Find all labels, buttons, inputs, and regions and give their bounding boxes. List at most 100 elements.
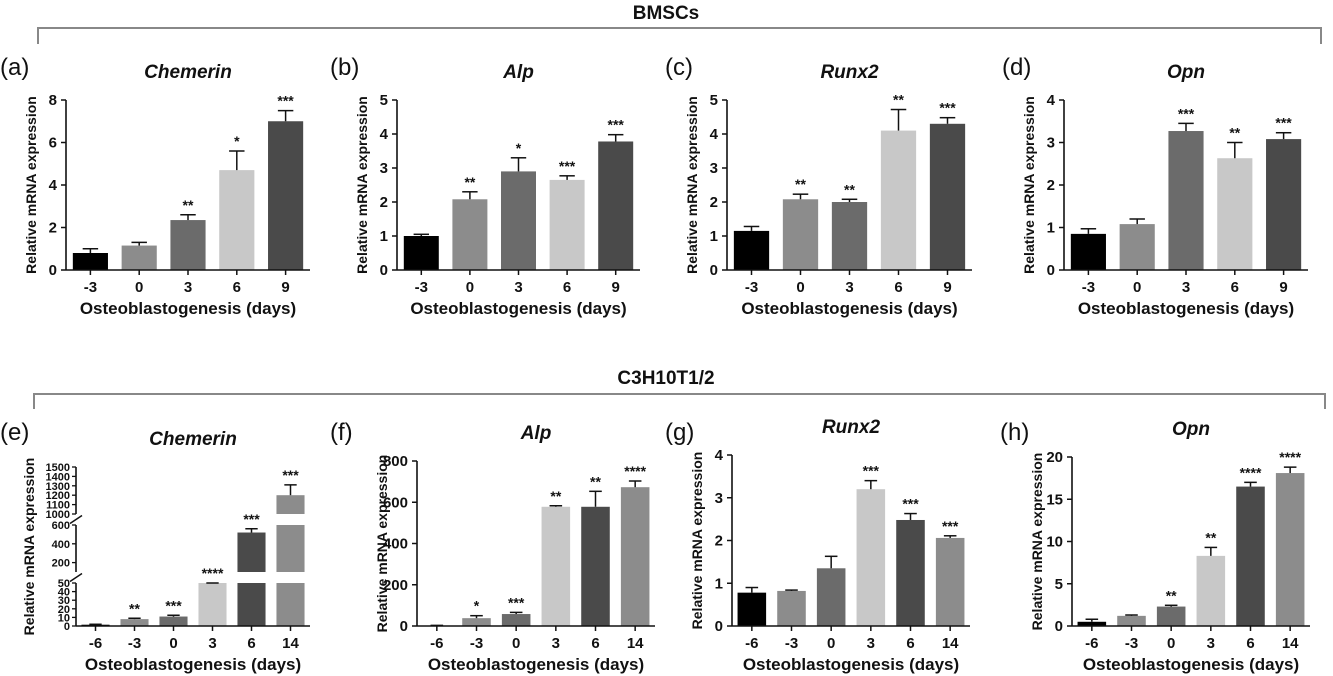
chart2-bar [782,199,819,270]
chart4-bar [198,583,227,626]
chart3-x-tick-label: 0 [1133,279,1141,296]
chart2-x-axis-label: Osteoblastogenesis (days) [741,299,957,318]
chart4-y-tick-label: 50 [58,578,70,590]
chart7-x-tick-label: -6 [1085,635,1098,652]
chart5-title: Alp [520,423,552,444]
chart1-significance-label: ** [464,174,475,190]
chart0-bar [121,245,157,270]
group-bracket-bmscs [37,27,1322,44]
chart4-y-tick-label: 200 [52,558,70,570]
chart4-y-tick-label: 1200 [46,490,70,502]
chart5-x-tick-label: 6 [591,635,599,652]
chart3-x-tick-label: 6 [1231,279,1239,296]
chart3-significance-label: ** [1229,125,1240,141]
chart5-x-tick-label: -6 [430,635,443,652]
chart1-significance-label: * [516,140,522,156]
chart1-bar [501,171,536,270]
chart3-significance-label: *** [1178,105,1195,121]
chart4-x-tick-label: 14 [282,635,299,652]
chart2-y-axis-label: Relative mRNA expression [684,96,700,274]
chart6-x-tick-label: 6 [906,635,914,652]
chart1-x-tick-label: 3 [514,279,522,296]
chart1-x-tick-label: -3 [415,279,428,296]
chart6-y-tick-label: 0 [715,618,723,635]
chart6-bar [777,590,806,626]
chart0-y-axis-label: Relative mRNA expression [23,96,39,274]
chart4-significance-label: *** [165,597,182,613]
chart0-significance-label: ** [183,197,194,213]
chart3-significance-label: *** [1275,115,1292,131]
chart5-significance-label: ** [550,488,561,504]
chart4-y-tick-label: 1300 [46,481,70,493]
chart2-bar [831,202,868,270]
chart4-bar [237,583,266,626]
chart1-x-tick-label: 0 [466,279,474,296]
chart1-x-axis-label: Osteoblastogenesis (days) [410,299,626,318]
chart4-y-tick-label: 20 [58,604,70,616]
chart4-y-tick-label: 40 [58,587,70,599]
chart2-y-tick-label: 3 [710,160,718,177]
chart0-x-tick-label: 0 [135,279,143,296]
chart5-panel-letter: (f) [330,419,353,446]
chart4-y-tick-label: 1100 [46,500,70,512]
chart0-y-tick-label: 2 [49,220,57,237]
chart5-x-tick-label: 0 [512,635,520,652]
chart5-y-tick-label: 800 [383,453,408,470]
chart3-y-tick-label: 4 [1047,92,1056,109]
chart3-x-axis-label: Osteoblastogenesis (days) [1078,299,1294,318]
chart7-bar [1275,473,1305,626]
chart6-bar [935,537,965,626]
chart2-y-tick-label: 0 [710,262,718,279]
chart6-bar [896,519,925,626]
chart5-y-tick-label: 0 [400,618,408,635]
chart6-panel-letter: (g) [665,419,694,446]
chart3-y-tick-label: 0 [1047,262,1055,279]
chart7-x-tick-label: 3 [1207,635,1215,652]
chart3-bar [1266,139,1302,270]
chart0-bar [219,170,255,270]
chart4-x-tick-label: -6 [89,635,102,652]
chart7-bar [1236,486,1265,626]
group-bracket-c3h10t1-2 [33,393,1326,409]
chart2-significance-label: ** [844,181,855,197]
chart1-x-tick-label: 9 [612,279,620,296]
chart4-y-tick-label: 1400 [46,471,70,483]
chart7-panel-letter: (h) [1000,419,1029,446]
chart5-y-axis-label: Relative mRNA expression [374,455,390,633]
chart1-bar [452,199,488,270]
chart4-axis-break-mark [69,514,83,525]
chart4-bar [276,583,305,626]
chart7-x-tick-label: -3 [1125,635,1138,652]
chart0-y-tick-label: 4 [49,177,58,194]
chart4-significance-label: *** [282,467,299,483]
chart5-significance-label: **** [624,463,646,479]
chart6-significance-label: *** [902,496,919,512]
chart6-x-tick-label: 14 [942,635,959,652]
chart4-significance-label: ** [129,600,140,616]
chart2-x-tick-label: 0 [796,279,804,296]
chart1-significance-label: *** [608,117,625,133]
chart3-y-tick-label: 3 [1047,135,1055,152]
chart2-significance-label: *** [939,100,956,116]
chart6-x-tick-label: -3 [785,635,798,652]
chart1-y-tick-label: 3 [380,160,388,177]
chart5-y-tick-label: 600 [383,494,408,511]
chart2-y-tick-label: 4 [710,126,719,143]
chart4-y-axis-label: Relative mRNA expression [21,458,37,636]
chart1-y-tick-label: 0 [380,262,388,279]
chart6-y-tick-label: 3 [715,490,723,507]
chart2-significance-label: ** [893,92,904,108]
chart7-y-axis-label: Relative mRNA expression [1029,453,1045,631]
chart1-x-tick-label: 6 [563,279,571,296]
chart0-x-tick-label: -3 [84,279,97,296]
chart0-x-tick-label: 3 [184,279,192,296]
group-label-bmscs: BMSCs [633,3,700,24]
chart3-panel-letter: (d) [1002,54,1031,81]
chart1-bar [549,179,585,270]
chart6-y-axis-label: Relative mRNA expression [689,452,705,630]
chart0-y-tick-label: 0 [49,262,57,279]
chart4-y-tick-label: 30 [58,595,70,607]
chart1-y-tick-label: 5 [380,92,388,109]
chart7-x-tick-label: 6 [1246,635,1254,652]
